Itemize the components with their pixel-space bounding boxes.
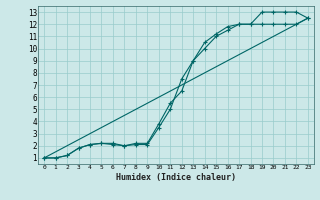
X-axis label: Humidex (Indice chaleur): Humidex (Indice chaleur) — [116, 173, 236, 182]
